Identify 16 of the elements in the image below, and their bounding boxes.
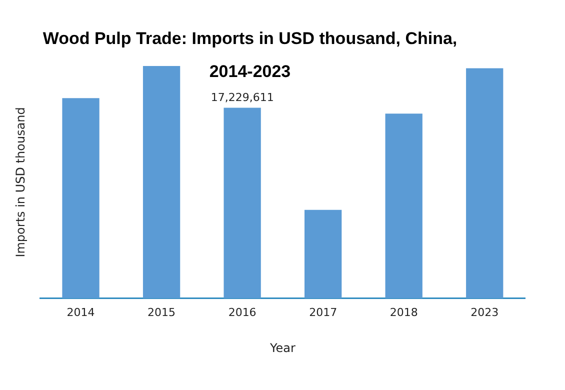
- x-axis-title: Year: [268, 340, 296, 355]
- bar: [224, 108, 261, 298]
- bar: [62, 98, 100, 298]
- data-label: 17,229,611: [210, 91, 274, 104]
- bar: [466, 68, 504, 298]
- bar: [385, 114, 422, 298]
- x-tick-label: 2015: [148, 306, 176, 319]
- chart-title: Wood Pulp Trade: Imports in USD thousand, China, 2014-2023: [42, 28, 458, 83]
- x-tick-label: 2018: [390, 306, 418, 319]
- x-tick-label: 2023: [470, 306, 499, 319]
- y-axis-title: Imports in USD thousand: [13, 107, 28, 258]
- bar: [142, 66, 180, 298]
- x-tick-label: 2014: [66, 306, 95, 319]
- bar: [304, 210, 342, 298]
- x-tick-label: 2017: [309, 306, 338, 319]
- x-tick-label: 2016: [228, 306, 256, 319]
